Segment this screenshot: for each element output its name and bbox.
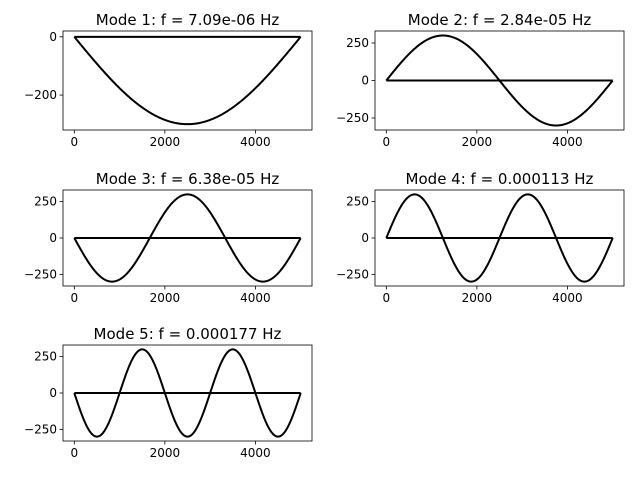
x-tick-label: 4000 bbox=[240, 446, 271, 460]
y-tick-label: 0 bbox=[49, 231, 57, 245]
y-tick-label: 0 bbox=[361, 231, 369, 245]
y-tick-label: −250 bbox=[24, 267, 57, 281]
y-tick-label: 250 bbox=[346, 195, 369, 209]
mode-shape-line bbox=[73, 36, 302, 126]
y-tick-label: −250 bbox=[336, 267, 369, 281]
y-tick-label: −250 bbox=[336, 111, 369, 125]
plot-title: Mode 4: f = 0.000113 Hz bbox=[406, 170, 594, 188]
plot-title: Mode 3: f = 6.38e-05 Hz bbox=[96, 170, 280, 188]
y-tick-label: 0 bbox=[361, 74, 369, 88]
x-tick-label: 2000 bbox=[462, 135, 493, 149]
y-tick-label: −200 bbox=[24, 88, 57, 102]
y-tick-label: 250 bbox=[34, 195, 57, 209]
subplot-mode-4: Mode 4: f = 0.000113 Hz 0 2000 4000 250 0 −250 bbox=[336, 170, 625, 305]
x-tick-label: 0 bbox=[382, 291, 390, 305]
mode-shape-line bbox=[73, 348, 302, 438]
subplot-mode-2: Mode 2: f = 2.84e-05 Hz 0 2000 4000 250 0 −250 bbox=[336, 11, 625, 149]
x-tick-label: 2000 bbox=[462, 291, 493, 305]
x-tick-label: 4000 bbox=[552, 135, 583, 149]
y-tick-label: −250 bbox=[24, 422, 57, 436]
y-tick-label: 250 bbox=[34, 350, 57, 364]
y-tick-label: 250 bbox=[346, 36, 369, 50]
x-tick-label: 2000 bbox=[150, 446, 181, 460]
plot-title: Mode 5: f = 0.000177 Hz bbox=[94, 325, 282, 343]
x-tick-label: 4000 bbox=[240, 291, 271, 305]
axes-frame bbox=[62, 30, 313, 131]
x-tick-label: 2000 bbox=[150, 291, 181, 305]
x-tick-label: 0 bbox=[382, 135, 390, 149]
x-tick-label: 2000 bbox=[150, 135, 181, 149]
subplot-mode-5: Mode 5: f = 0.000177 Hz 0 2000 4000 250 0 −250 bbox=[24, 325, 313, 460]
mode-shape-line bbox=[73, 193, 302, 283]
x-tick-label: 4000 bbox=[240, 135, 271, 149]
plot-title: Mode 1: f = 7.09e-06 Hz bbox=[96, 11, 280, 29]
x-tick-label: 4000 bbox=[552, 291, 583, 305]
x-tick-label: 0 bbox=[70, 135, 78, 149]
subplot-mode-3: Mode 3: f = 6.38e-05 Hz 0 2000 4000 250 0 −250 bbox=[24, 170, 313, 305]
plot-title: Mode 2: f = 2.84e-05 Hz bbox=[408, 11, 592, 29]
y-tick-label: 0 bbox=[49, 386, 57, 400]
subplot-mode-1: Mode 1: f = 7.09e-06 Hz 0 2000 4000 0 −200 bbox=[24, 11, 313, 149]
y-tick-label: 0 bbox=[49, 30, 57, 44]
x-tick-label: 0 bbox=[70, 291, 78, 305]
x-tick-label: 0 bbox=[70, 446, 78, 460]
